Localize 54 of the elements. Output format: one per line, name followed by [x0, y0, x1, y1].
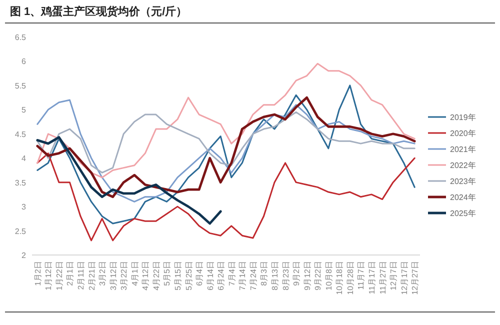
x-tick-label: 10月18日: [335, 261, 344, 295]
y-tick-label: 6: [22, 57, 27, 66]
legend-label: 2022年: [450, 161, 476, 170]
x-tick-label: 7月24日: [248, 261, 258, 290]
y-tick-label: 2: [22, 251, 27, 260]
x-tick-label: 12月27日: [410, 261, 420, 295]
x-tick-label: 12月17日: [400, 261, 409, 295]
x-tick-label: 3月2日: [98, 261, 108, 286]
x-tick-label: 9月12日: [302, 261, 312, 290]
y-tick-label: 4: [22, 154, 27, 164]
x-tick-label: 1月22日: [54, 261, 64, 290]
chart-title: 图 1、鸡蛋主产区现货均价（元/斤）: [10, 5, 188, 18]
x-tick-label: 4月1日: [130, 261, 140, 286]
x-tick-label: 8月23日: [281, 261, 290, 290]
x-tick-label: 11月27日: [378, 261, 388, 294]
y-tick-label: 3: [22, 202, 27, 212]
x-tick-label: 11月7日: [356, 261, 366, 290]
x-tick-label: 3月12日: [108, 261, 118, 290]
y-tick-label: 5.5: [14, 81, 27, 90]
x-tick-label: 7月4日: [227, 261, 236, 286]
x-tick-label: 6月14日: [206, 261, 215, 290]
x-tick-label: 12月7日: [389, 261, 398, 290]
x-tick-label: 6月4日: [195, 261, 204, 286]
x-tick-label: 9月2日: [292, 261, 302, 286]
legend-label: 2020年: [450, 129, 476, 138]
y-tick-label: 5: [22, 106, 27, 115]
x-tick-label: 2月21日: [87, 261, 96, 290]
x-tick-label: 4月22日: [152, 261, 161, 290]
x-tick-label: 1月12日: [44, 261, 54, 290]
legend-label: 2024年: [450, 193, 476, 202]
x-tick-label: 10月28日: [346, 261, 355, 295]
y-tick-label: 6.5: [14, 33, 27, 42]
x-tick-label: 3月22日: [120, 261, 129, 290]
x-tick-label: 5月5日: [162, 261, 172, 286]
legend-label: 2023年: [450, 177, 476, 186]
x-tick-label: 4月12日: [141, 261, 150, 290]
y-tick-label: 4.5: [14, 130, 27, 139]
y-tick-label: 2.5: [14, 226, 27, 236]
x-tick-label: 8月13日: [270, 261, 280, 290]
x-tick-label: 2月1日: [66, 261, 75, 286]
x-tick-label: 8月3日: [260, 261, 269, 286]
legend-label: 2021年: [450, 145, 476, 154]
x-tick-label: 9月22日: [314, 261, 323, 290]
x-tick-label: 2月11日: [76, 261, 86, 290]
x-tick-label: 6月24日: [216, 261, 226, 290]
x-tick-label: 1月2日: [33, 261, 42, 286]
x-tick-label: 7月14日: [238, 261, 248, 290]
legend-label: 2025年: [450, 209, 476, 218]
x-tick-label: 5月25日: [184, 261, 194, 290]
x-tick-label: 5月15日: [174, 261, 182, 290]
x-tick-label: 10月8日: [324, 261, 334, 290]
x-tick-label: 11月17日: [368, 261, 376, 294]
y-tick-label: 3.5: [14, 178, 27, 188]
legend-label: 2019年: [450, 113, 476, 122]
